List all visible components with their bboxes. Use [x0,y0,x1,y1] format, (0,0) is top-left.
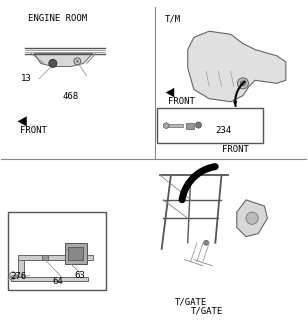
Polygon shape [11,276,88,281]
Polygon shape [166,88,174,97]
Bar [169,124,183,127]
Circle shape [237,78,249,89]
Bar [42,255,48,260]
Text: FRONT: FRONT [20,126,47,135]
Polygon shape [233,101,237,106]
Bar [8,212,107,290]
Polygon shape [18,255,93,260]
Text: 276: 276 [10,272,26,281]
Text: T/GATE: T/GATE [191,307,223,316]
Polygon shape [188,31,286,102]
Circle shape [195,122,201,128]
Bar [65,243,87,264]
Circle shape [76,60,79,63]
Text: FRONT: FRONT [222,145,249,154]
Bar [186,123,194,129]
Circle shape [246,212,258,224]
Text: 234: 234 [215,126,231,135]
Text: FRONT: FRONT [168,98,195,107]
Bar [68,247,83,260]
Bar [157,108,263,143]
Text: 13: 13 [21,74,31,83]
Text: T/M: T/M [165,14,181,23]
Text: 63: 63 [74,271,85,280]
Text: 468: 468 [62,92,78,101]
Polygon shape [227,135,235,145]
Circle shape [204,240,209,245]
Circle shape [241,81,245,86]
Polygon shape [164,123,169,129]
Text: 64: 64 [53,276,63,285]
Polygon shape [18,260,24,278]
Text: T/GATE: T/GATE [175,298,207,307]
Circle shape [49,60,57,68]
Polygon shape [237,200,267,237]
Polygon shape [34,54,93,67]
Polygon shape [18,116,27,126]
Text: ENGINE ROOM: ENGINE ROOM [28,14,87,23]
